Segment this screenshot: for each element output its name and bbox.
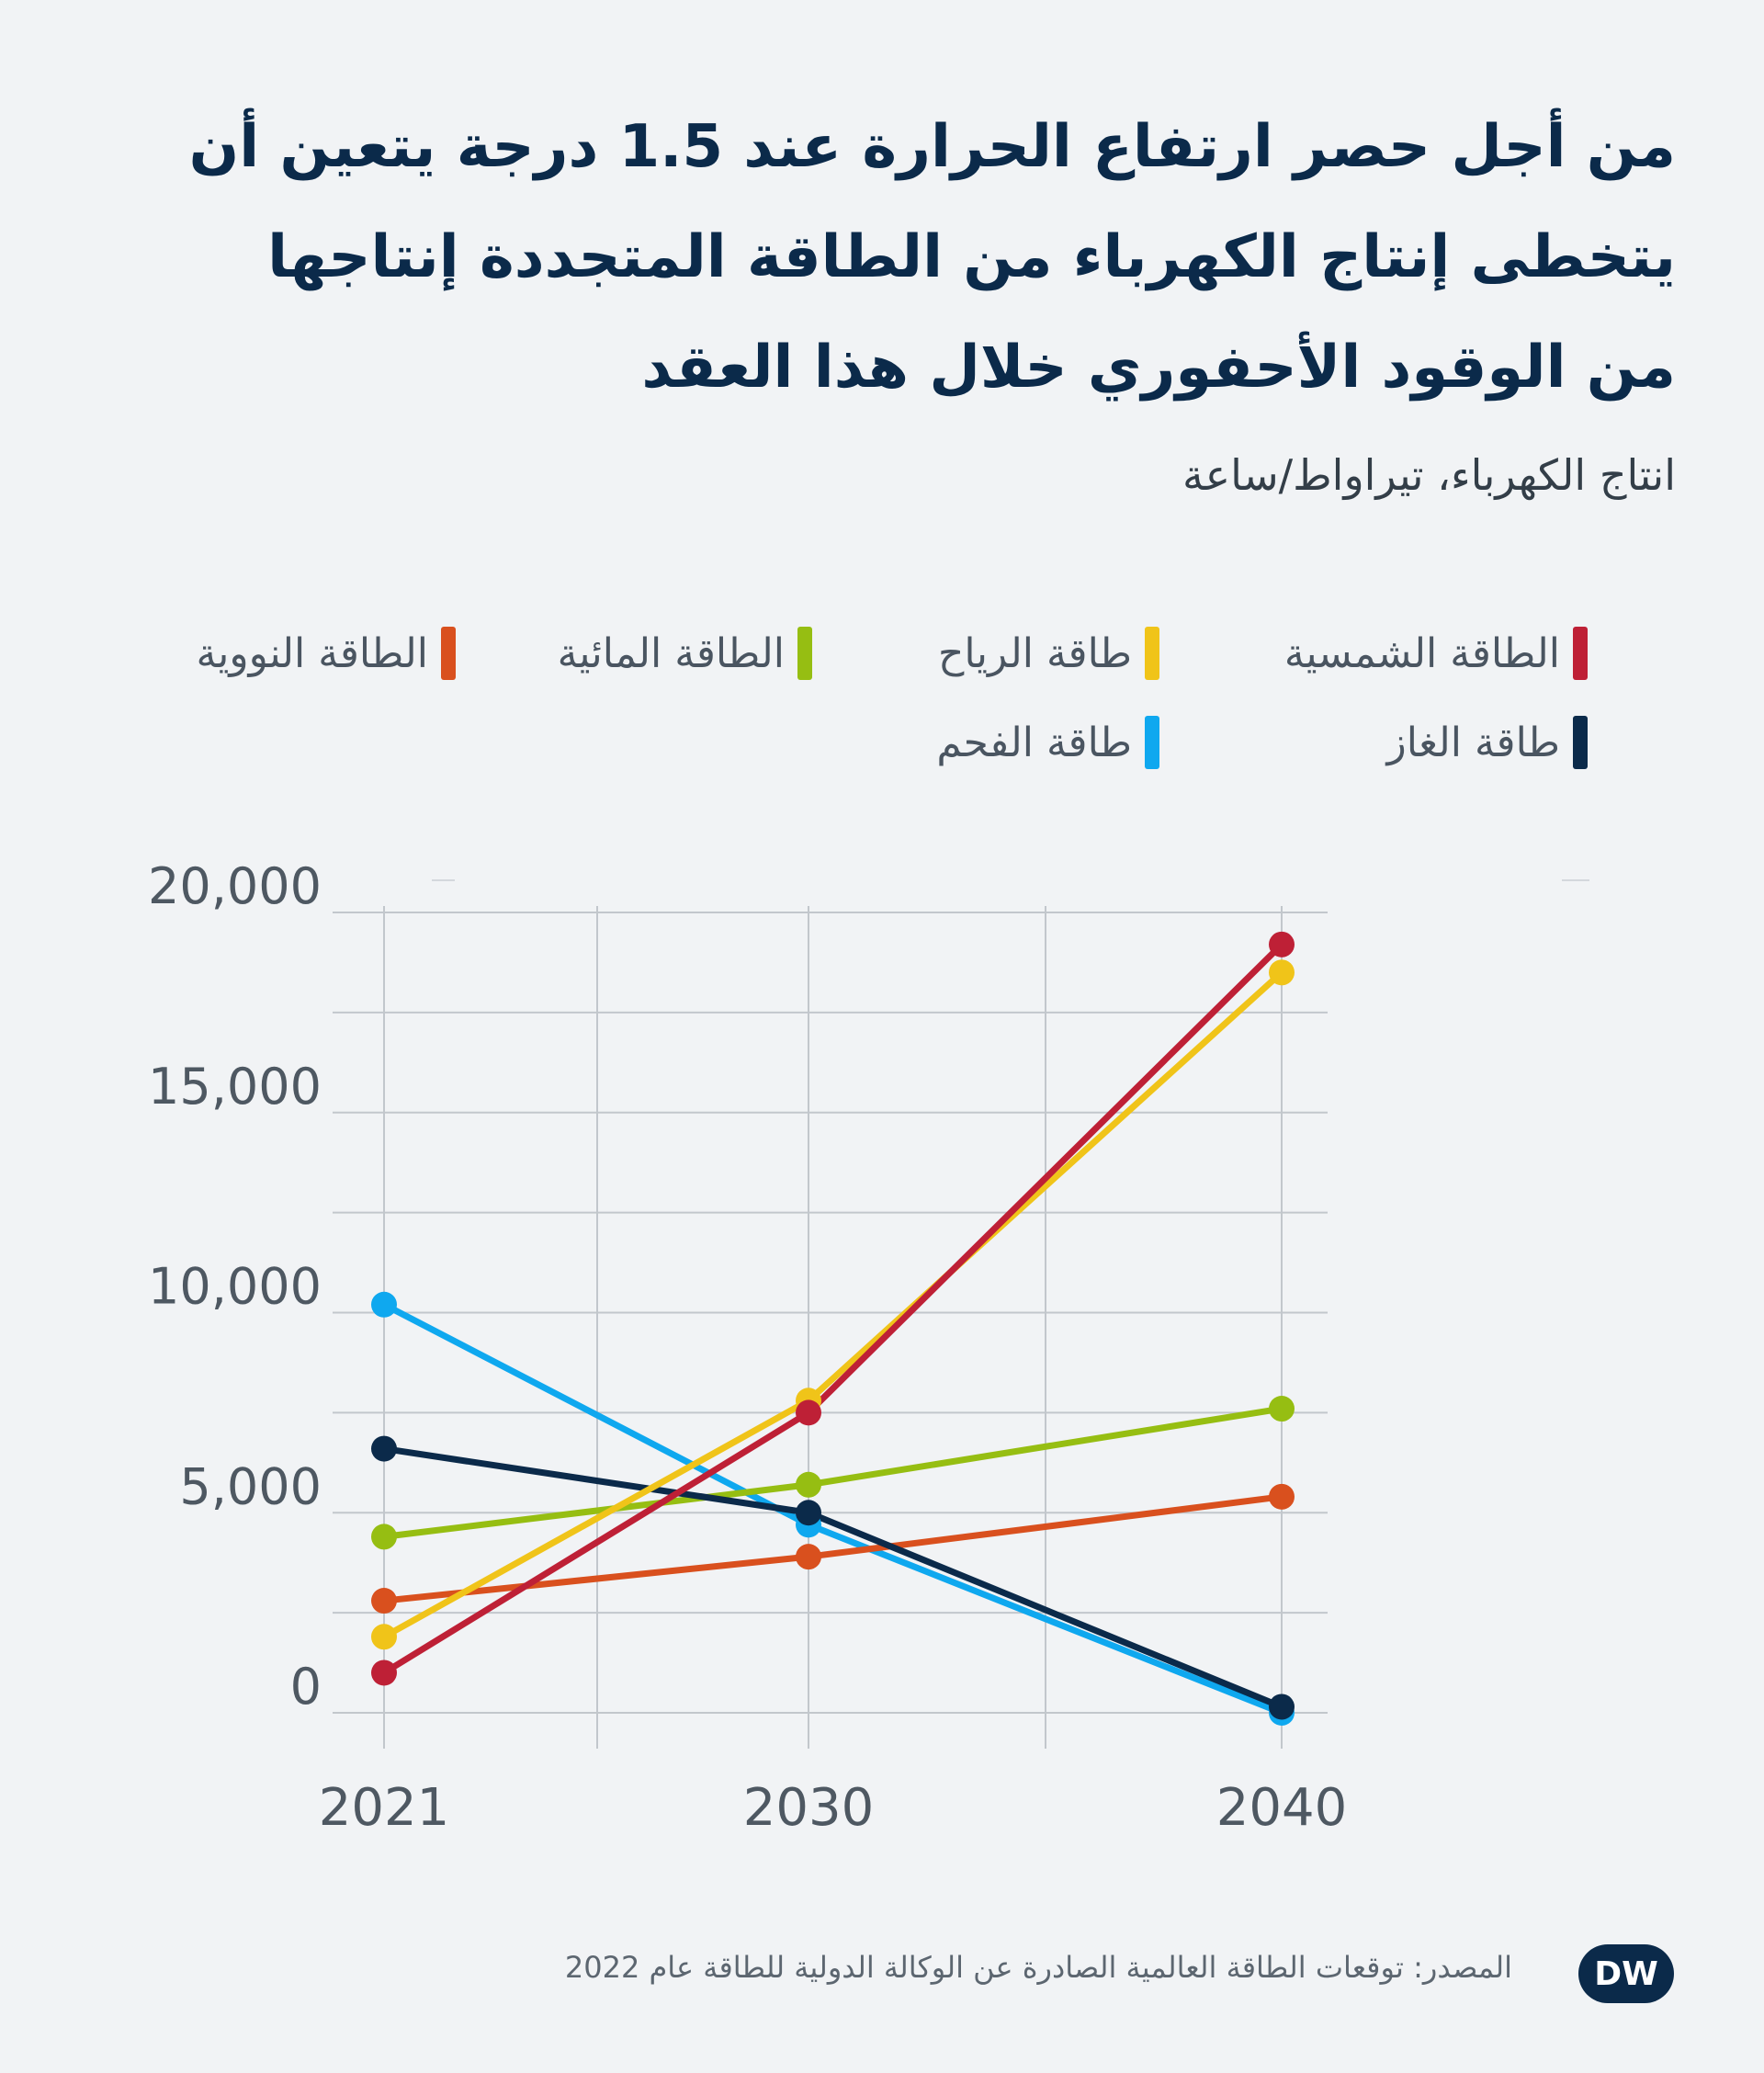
data-point-hydro [796, 1471, 821, 1498]
series-points [371, 931, 1295, 1726]
data-point-hydro [1269, 1396, 1295, 1422]
y-tick-label: 0 [290, 1658, 322, 1716]
chart-subtitle: انتاج الكهرباء، تيراواط/ساعة [1182, 450, 1676, 500]
legend-item-nuclear: الطاقة النووية [197, 627, 456, 680]
legend-swatch-coal [1145, 716, 1159, 769]
y-tick-label: 10,000 [148, 1258, 322, 1316]
data-point-nuclear [796, 1544, 821, 1570]
legend-swatch-wind [1145, 627, 1159, 680]
data-point-solar [1269, 931, 1295, 957]
x-tick-label: 2030 [743, 1778, 875, 1838]
data-point-hydro [371, 1524, 397, 1550]
legend-swatch-hydro [797, 627, 812, 680]
data-point-gas [371, 1435, 397, 1462]
legend-item-solar: الطاقة الشمسية [1284, 627, 1588, 680]
x-tick-label: 2040 [1216, 1778, 1348, 1838]
series-lines [380, 941, 1285, 1716]
legend-item-coal: طاقة الفحم [936, 716, 1159, 769]
legend-swatch-nuclear [441, 627, 456, 680]
data-point-solar [796, 1399, 821, 1426]
data-point-solar [371, 1660, 397, 1686]
legend-swatch-solar [1573, 627, 1588, 680]
x-axis-ticks: 2021 2030 2040 [319, 1778, 1348, 1838]
legend-item-wind: طاقة الرياح [938, 627, 1159, 680]
legend-label-wind: طاقة الرياح [938, 629, 1132, 677]
data-point-nuclear [1269, 1483, 1295, 1510]
x-tick-label: 2021 [319, 1778, 450, 1838]
chart-title: من أجل حصر ارتفاع الحرارة عند 1.5 درجة ي… [188, 113, 1676, 402]
y-tick-label: 15,000 [148, 1058, 322, 1116]
series-line-gas [380, 1445, 1285, 1710]
data-point-nuclear [371, 1588, 397, 1614]
data-point-gas [796, 1500, 821, 1526]
data-point-coal [371, 1291, 397, 1318]
data-point-wind [1269, 959, 1295, 986]
line-chart: 0 5,000 10,000 15,000 20,000 2021 2030 2040 [148, 857, 1589, 1838]
source-note: المصدر: توقعات الطاقة العالمية الصادرة ع… [564, 1950, 1512, 1985]
legend-item-hydro: الطاقة المائية [558, 627, 812, 680]
legend-swatch-gas [1573, 716, 1588, 769]
legend-label-solar: الطاقة الشمسية [1283, 629, 1560, 677]
y-axis-ticks: 0 5,000 10,000 15,000 20,000 [148, 857, 322, 1716]
legend-label-coal: طاقة الفحم [936, 719, 1132, 766]
series-line-hydro [380, 1405, 1285, 1540]
y-tick-label: 20,000 [148, 857, 322, 915]
chart-grid [333, 879, 1589, 1749]
dw-logo: DW [1578, 1944, 1674, 2003]
data-point-gas [1269, 1694, 1295, 1720]
y-tick-label: 5,000 [179, 1457, 322, 1515]
legend-item-gas: طاقة الغاز [1386, 716, 1588, 769]
data-point-wind [371, 1624, 397, 1650]
legend-label-hydro: الطاقة المائية [557, 629, 785, 677]
legend-label-nuclear: الطاقة النووية [196, 629, 428, 677]
legend-label-gas: طاقة الغاز [1386, 719, 1560, 766]
